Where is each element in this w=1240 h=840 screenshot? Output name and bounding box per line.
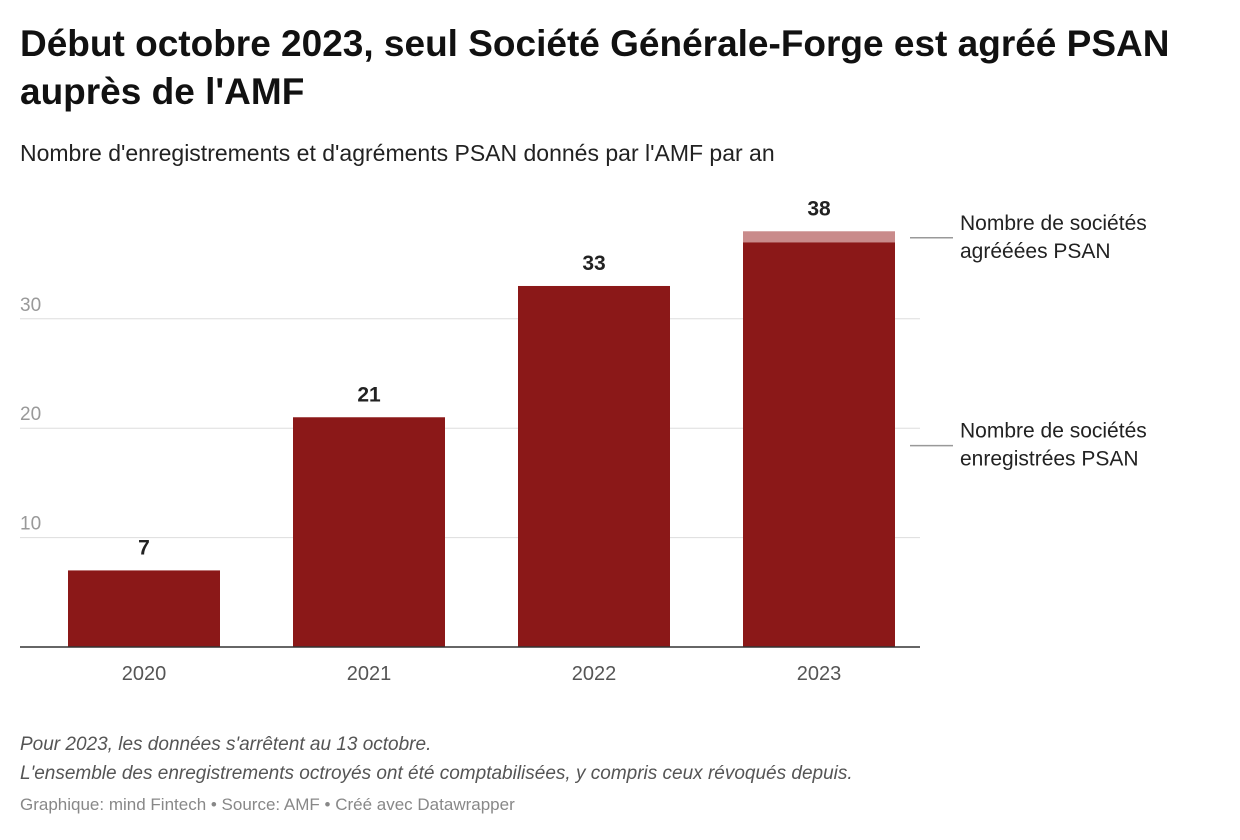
chart-credit: Graphique: mind Fintech • Source: AMF • … (20, 795, 515, 814)
x-tick-label: 2022 (572, 663, 617, 685)
x-tick-label: 2020 (122, 663, 167, 685)
bar-total-label: 7 (138, 536, 150, 559)
legend-approved-line: Nombre de sociétés (960, 212, 1147, 235)
chart-title: Début octobre 2023, seul Société Général… (20, 23, 1170, 112)
note-line-1: Pour 2023, les données s'arrêtent au 13 … (20, 734, 432, 755)
bar-segment (743, 242, 895, 647)
note-line-2: L'ensemble des enregistrements octroyés … (20, 763, 853, 784)
bar-segment (293, 417, 445, 647)
chart-subtitle: Nombre d'enregistrements et d'agréments … (20, 140, 775, 166)
legend-registered-line: Nombre de sociétés (960, 420, 1147, 443)
bar-chart: 10 20 30 7 2020 21 2021 33 2022 38 2023 Nombre de s… (20, 197, 1147, 685)
y-tick-label: 10 (20, 514, 41, 535)
y-tick-label: 30 (20, 295, 41, 316)
legend-registered-line: enregistrées PSAN (960, 448, 1139, 471)
bar-total-label: 38 (807, 197, 831, 220)
y-tick-label: 20 (20, 404, 41, 425)
chart-notes: Pour 2023, les données s'arrêtent au 13 … (20, 730, 853, 788)
bar-segment (518, 285, 670, 647)
bar-total-label: 33 (582, 252, 605, 275)
bar-segment (68, 570, 220, 647)
bar-segment (743, 231, 895, 243)
bar-total-label: 21 (357, 383, 381, 406)
x-tick-label: 2021 (347, 663, 392, 685)
x-tick-label: 2023 (797, 663, 842, 685)
legend-approved-line: agrééées PSAN (960, 240, 1111, 263)
